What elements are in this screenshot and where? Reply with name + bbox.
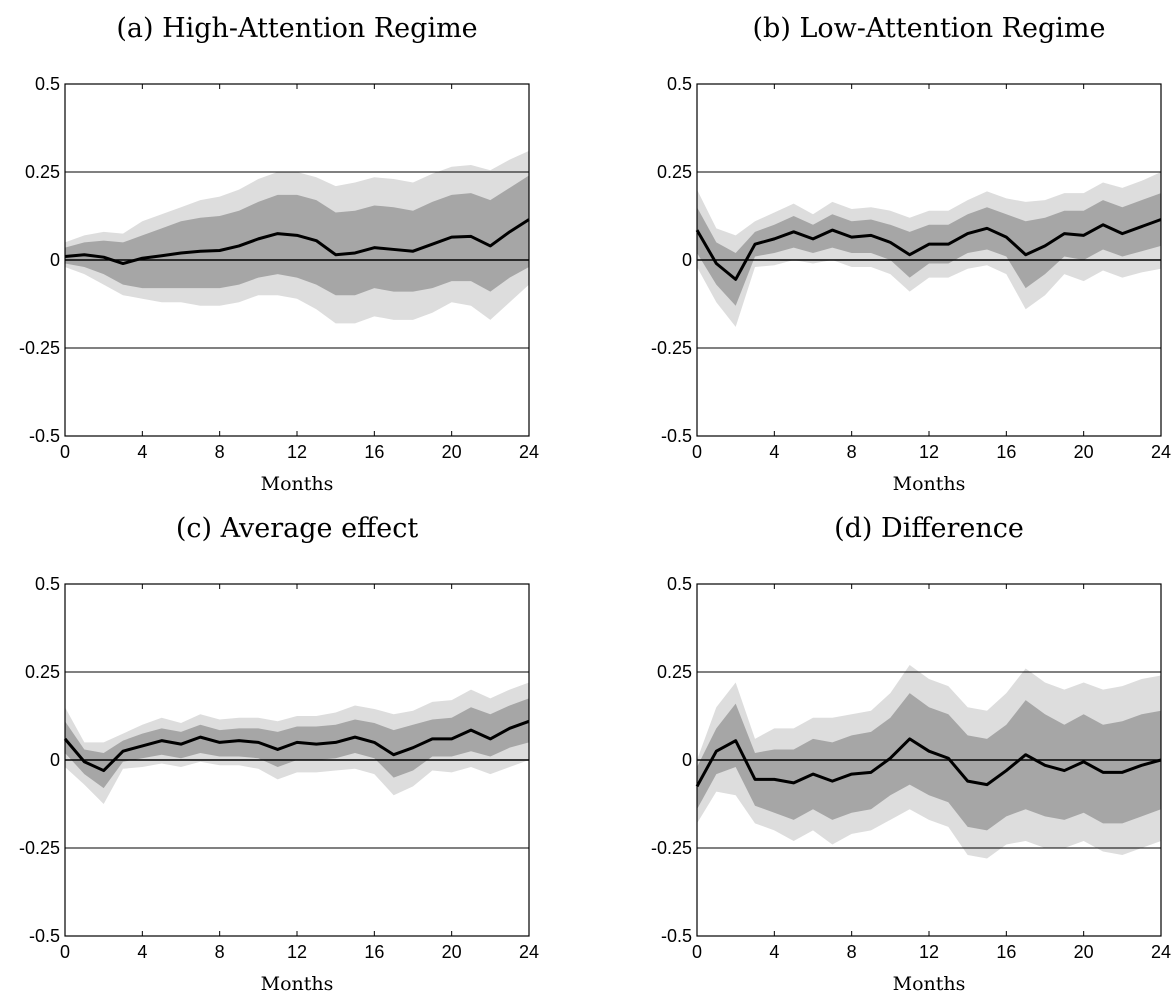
y-tick-label: 0 <box>682 750 692 770</box>
panel-average-effect: (c) Average effect 0 4 8 12 16 20 24-0.5-0.250… <box>19 513 539 994</box>
x-tick-label: 4 <box>137 942 147 962</box>
y-tick-label: 0 <box>50 250 60 270</box>
impulse-response-line <box>695 218 1162 281</box>
x-tick-label: 12 <box>919 442 939 462</box>
x-tick-label: 4 <box>137 442 147 462</box>
x-tick-label: 8 <box>847 942 857 962</box>
panel-title: (c) Average effect <box>176 513 419 544</box>
y-tick-label: -0.5 <box>661 426 692 446</box>
plot-area: 0 4 8 12 16 20 24 -0.5 -0.25 0 0.25 0.5 <box>651 574 1171 962</box>
y-tick-label: -0.25 <box>19 838 60 858</box>
x-tick-label: 4 <box>769 942 779 962</box>
plot-area: 0 4 8 12 16 20 24 -0.5 -0.25 0 0.25 0.5 <box>19 74 539 462</box>
x-axis-label: Months <box>261 473 334 495</box>
impulse-response-line <box>63 719 530 773</box>
y-tick-label: -0.5 <box>661 926 692 946</box>
y-tick-label: 0.25 <box>25 662 60 682</box>
x-tick-label: 16 <box>364 442 384 462</box>
x-tick-label: 16 <box>996 942 1016 962</box>
x-axis-label: Months <box>893 973 966 994</box>
x-tick-label: 12 <box>919 942 939 962</box>
x-axis-label: Months <box>261 973 334 994</box>
x-tick-label: 8 <box>215 942 225 962</box>
y-tick-label: -0.25 <box>19 338 60 358</box>
y-tick-label: -0.25 <box>651 338 692 358</box>
x-tick-label: 4 <box>769 442 779 462</box>
y-tick-label: 0 <box>682 250 692 270</box>
inner-confidence-band <box>697 693 1161 831</box>
x-tick-label: 12 <box>287 442 307 462</box>
panel-high-attention: (a) High-Attention Regime 0 4 8 12 16 20 24 -0.… <box>19 13 539 495</box>
x-tick-label: 24 <box>519 942 539 962</box>
panel-title: (b) Low-Attention Regime <box>753 13 1106 44</box>
impulse-response-line <box>64 218 530 266</box>
x-axis-label: Months <box>893 473 966 495</box>
y-tick-label: 0.5 <box>35 574 60 594</box>
y-tick-label: 0.5 <box>667 574 692 594</box>
y-tick-label: 0 <box>50 750 60 770</box>
x-tick-label: 0 <box>692 942 702 962</box>
plot-area: 0 4 8 12 16 20 24 -0.5 -0.25 0 0.25 0.5 <box>651 74 1171 462</box>
x-tick-label: 16 <box>364 942 384 962</box>
x-tick-label: 12 <box>287 942 307 962</box>
y-tick-label: -0.5 <box>29 926 60 946</box>
x-tick-label: 20 <box>1074 942 1094 962</box>
y-tick-label: -0.25 <box>651 838 692 858</box>
x-tick-label: 20 <box>1074 442 1094 462</box>
x-tick-label: 24 <box>1151 442 1171 462</box>
x-tick-label: 20 <box>442 942 462 962</box>
y-tick-label: 0.5 <box>667 74 692 94</box>
inner-confidence-band <box>697 193 1161 306</box>
x-tick-label: 24 <box>519 442 539 462</box>
plot-area: 0 4 8 12 16 20 24 -0.5 -0.25 0 0.25 0.5 <box>19 574 539 962</box>
x-tick-label: 24 <box>1151 942 1171 962</box>
panel-title: (d) Difference <box>834 513 1024 544</box>
x-tick-label: 16 <box>996 442 1016 462</box>
x-tick-label: 0 <box>692 442 702 462</box>
x-tick-label: 20 <box>442 442 462 462</box>
y-tick-label: 0.5 <box>35 74 60 94</box>
x-tick-label: 0 <box>60 942 70 962</box>
y-tick-label: -0.5 <box>29 426 60 446</box>
y-tick-label: 0.25 <box>657 662 692 682</box>
y-tick-label: 0.25 <box>25 162 60 182</box>
x-tick-label: 8 <box>215 442 225 462</box>
panel-low-attention: (b) Low-Attention Regime 0 4 8 12 16 20 24 -0.5… <box>651 13 1171 495</box>
x-tick-label: 0 <box>60 442 70 462</box>
impulse-response-line <box>695 737 1162 788</box>
panel-title: (a) High-Attention Regime <box>116 13 477 44</box>
y-tick-label: 0.25 <box>657 162 692 182</box>
x-tick-label: 8 <box>847 442 857 462</box>
panel-difference: (d) Difference 0 4 8 12 16 20 24 -0.5 -0.25 0 0.25… <box>651 513 1171 994</box>
